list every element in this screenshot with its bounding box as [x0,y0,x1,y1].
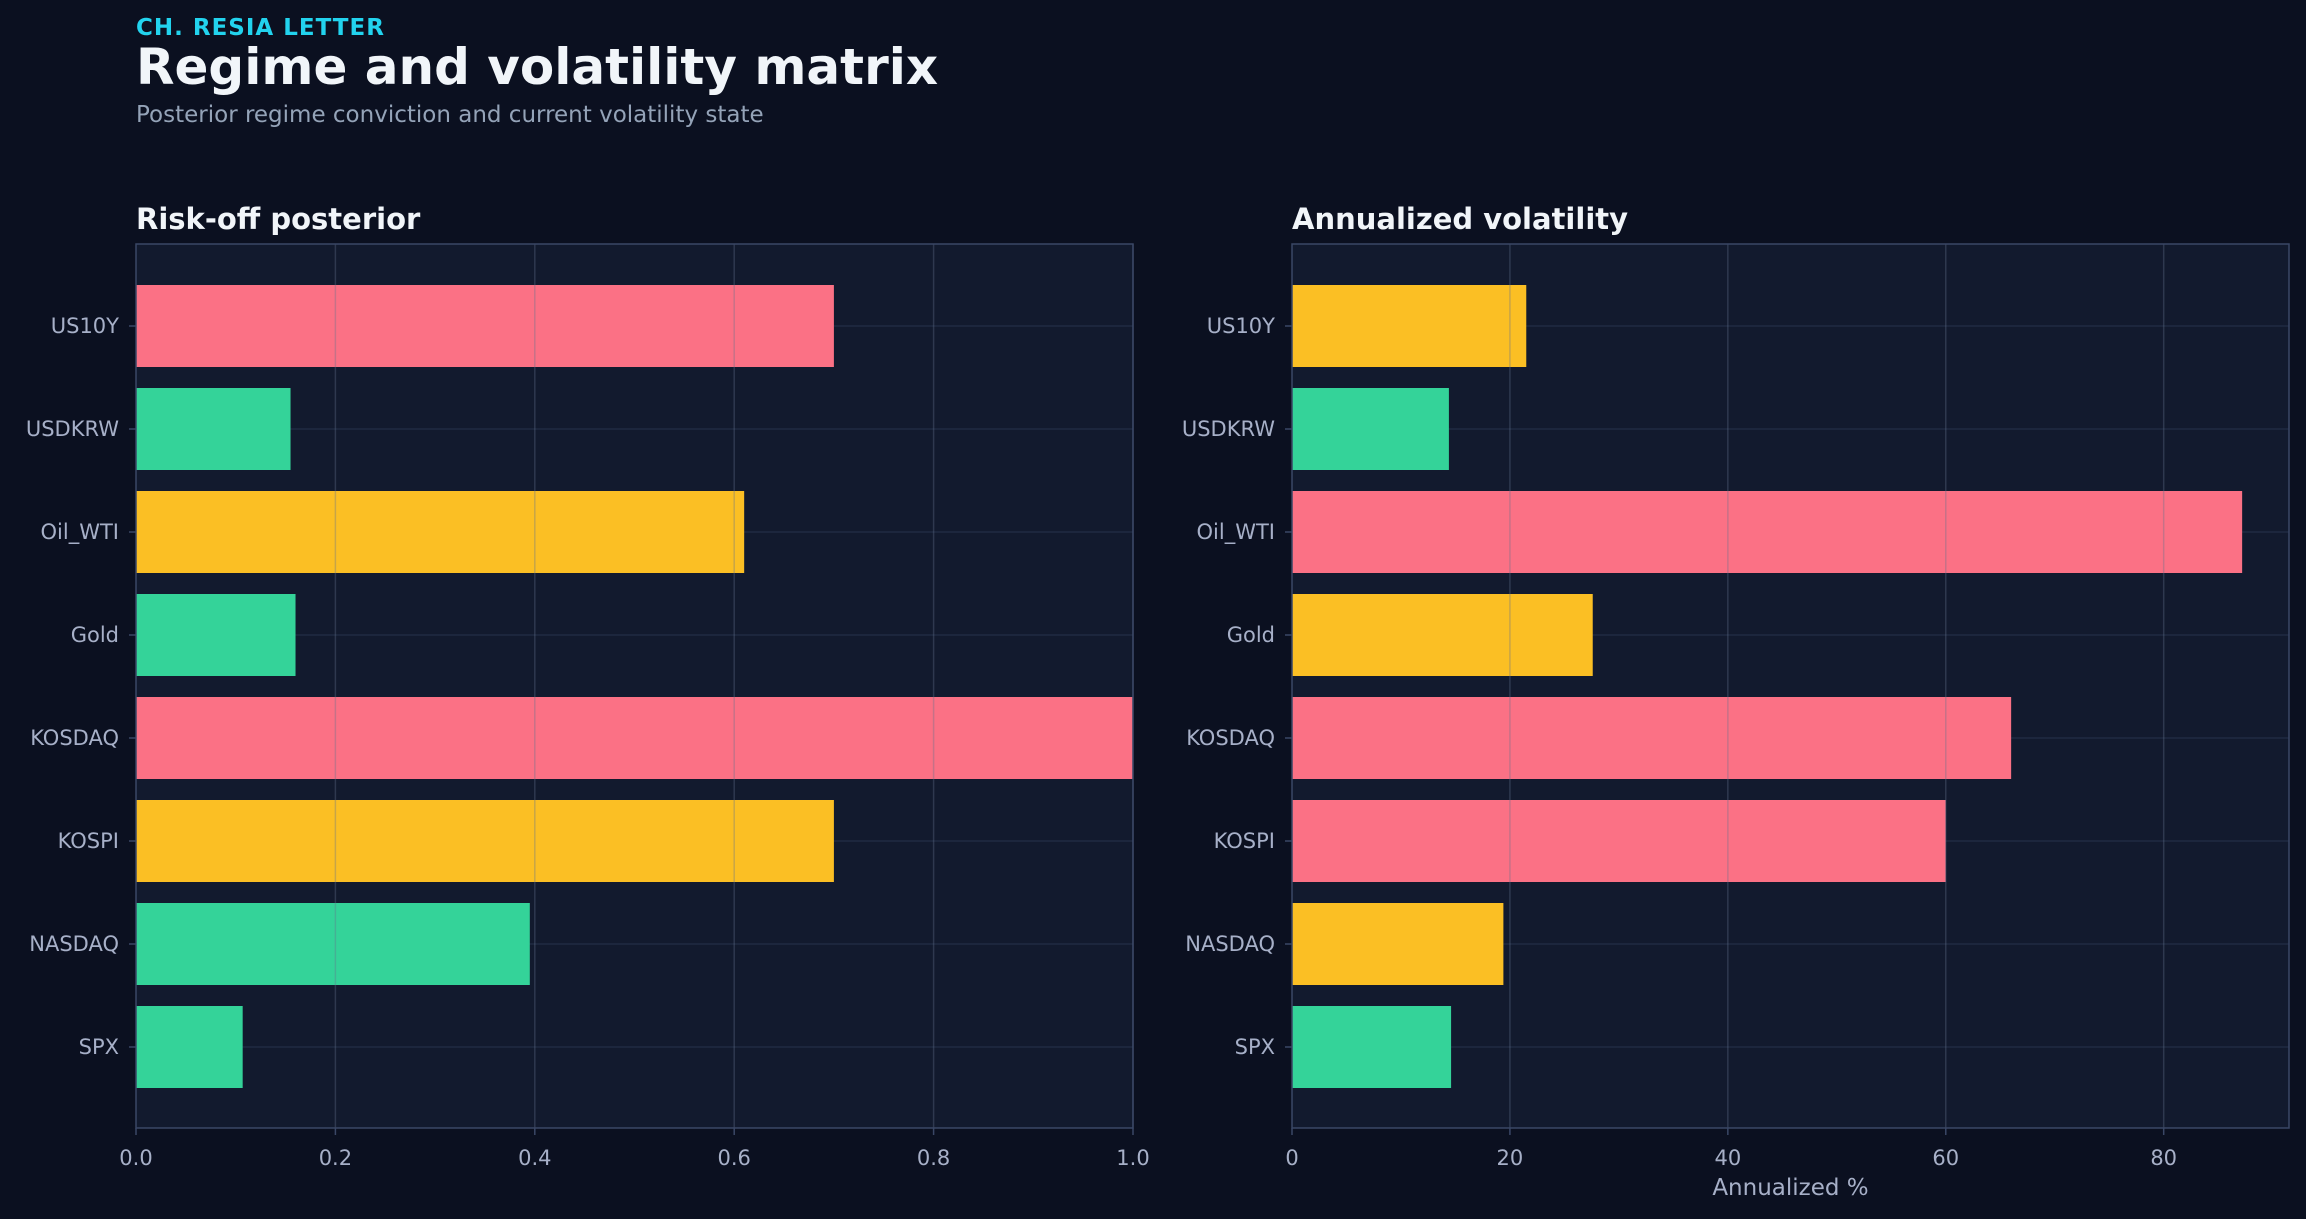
posterior-xtick-label: 0.8 [917,1146,950,1170]
posterior-bar-nasdaq [136,903,530,985]
posterior-bar-us10y [136,285,834,367]
volatility-bar-kospi [1292,800,1946,882]
volatility-xtick-label: 60 [1932,1146,1959,1170]
volatility-chart-title: Annualized volatility [1292,202,1628,236]
volatility-x-axis-label: Annualized % [1712,1175,1868,1201]
posterior-bar-gold [136,594,296,676]
posterior-xtick-label: 1.0 [1116,1146,1149,1170]
volatility-ytick-label: Oil_WTI [1197,520,1275,545]
volatility-ytick-label: USDKRW [1182,417,1275,441]
posterior-ytick-label: US10Y [51,314,119,338]
volatility-ytick-label: Gold [1227,623,1275,647]
report-kicker: CH. RESIA LETTER [136,15,385,41]
volatility-ytick-label: US10Y [1207,314,1275,338]
posterior-ytick-label: KOSPI [58,829,119,853]
page-title: Regime and volatility matrix [136,38,939,96]
volatility-ytick-label: KOSPI [1214,829,1275,853]
posterior-plot-area [136,244,1133,1128]
posterior-ytick-label: KOSDAQ [30,726,119,750]
posterior-bar-spx [136,1006,243,1088]
posterior-ytick-label: SPX [79,1035,119,1059]
volatility-ytick-label: SPX [1235,1035,1275,1059]
posterior-bar-usdkrw [136,388,291,470]
volatility-xtick-label: 20 [1497,1146,1524,1170]
volatility-ytick-label: NASDAQ [1185,932,1275,956]
volatility-bar-oil-wti [1292,491,2243,573]
posterior-ytick-label: NASDAQ [29,932,119,956]
posterior-ytick-label: Gold [71,623,119,647]
posterior-ytick-label: Oil_WTI [41,520,119,545]
volatility-bar-spx [1292,1006,1452,1088]
posterior-ytick-label: USDKRW [26,417,119,441]
volatility-xtick-label: 0 [1285,1146,1298,1170]
page-subtitle: Posterior regime conviction and current … [136,102,764,128]
posterior-xtick-label: 0.0 [119,1146,152,1170]
volatility-xtick-label: 40 [1714,1146,1741,1170]
posterior-bar-kosdaq [136,697,1133,779]
volatility-bar-us10y [1292,285,1527,367]
volatility-bar-usdkrw [1292,388,1449,470]
posterior-bar-kospi [136,800,834,882]
volatility-plot-frame [1291,243,2290,1129]
posterior-xtick-label: 0.6 [717,1146,750,1170]
volatility-plot-area [1292,244,2289,1128]
volatility-ytick-label: KOSDAQ [1186,726,1275,750]
volatility-bar-gold [1292,594,1593,676]
posterior-plot-frame [135,243,1134,1129]
volatility-bar-kosdaq [1292,697,2012,779]
posterior-bar-oil-wti [136,491,745,573]
volatility-xtick-label: 80 [2150,1146,2177,1170]
posterior-xtick-label: 0.4 [518,1146,551,1170]
posterior-chart-title: Risk-off posterior [136,202,421,236]
volatility-bar-nasdaq [1292,903,1504,985]
posterior-xtick-label: 0.2 [319,1146,352,1170]
